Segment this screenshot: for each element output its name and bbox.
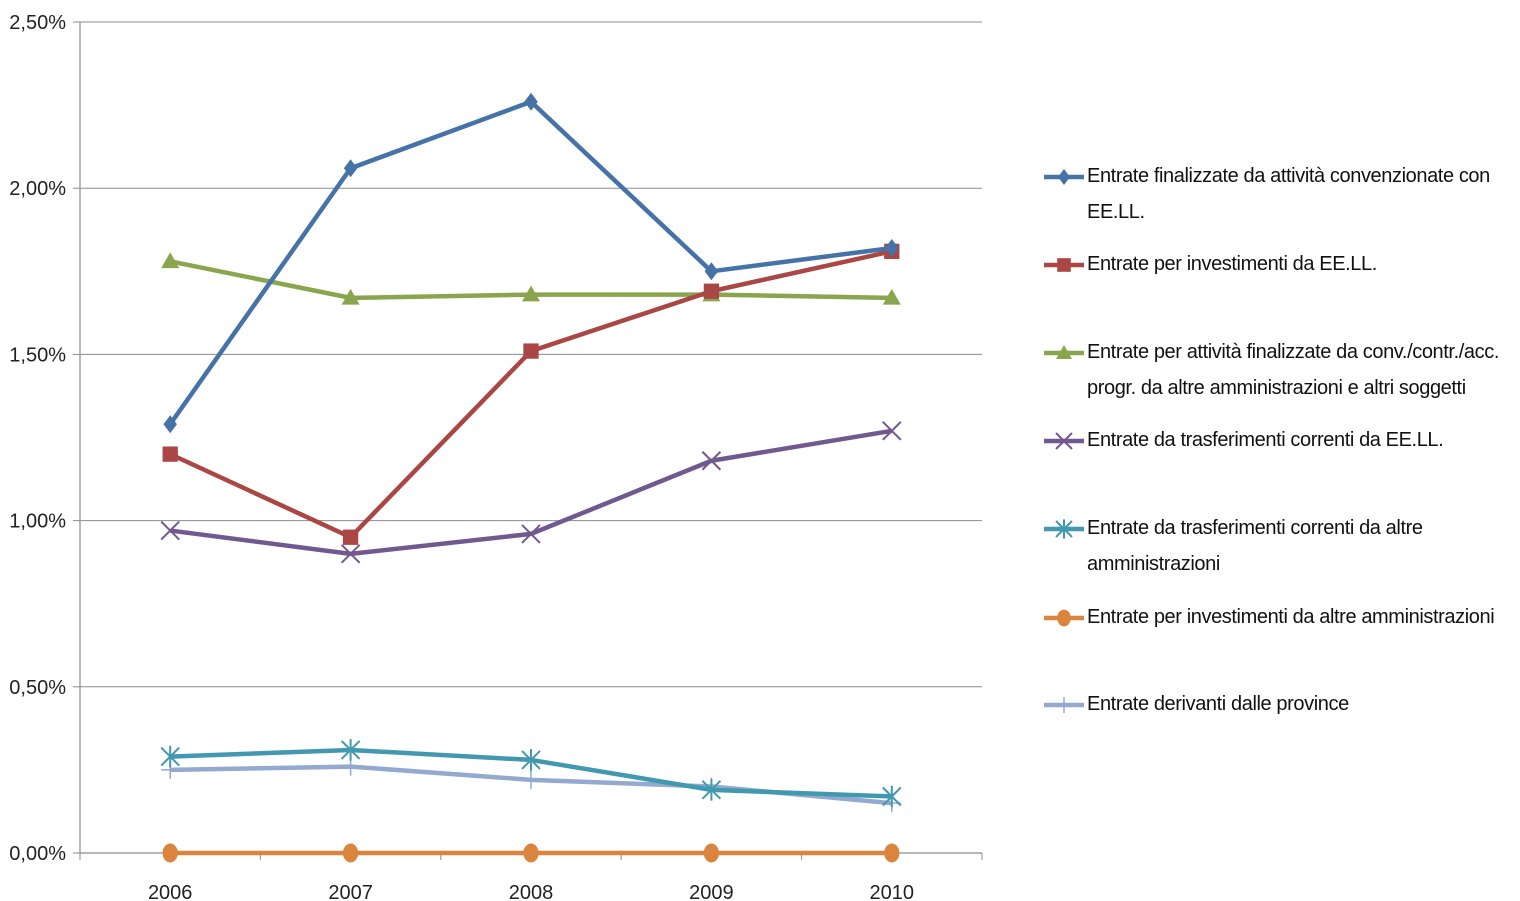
data-point-plus [522, 770, 540, 789]
data-point-diamond [524, 92, 538, 111]
data-point-circle [1057, 609, 1071, 627]
data-point-square [162, 446, 178, 462]
data-point-triangle [522, 285, 540, 302]
data-point-square [342, 529, 359, 545]
legend-item: Entrate per attività finalizzate da conv… [1044, 334, 1517, 406]
data-point-circle [703, 843, 720, 863]
data-point-triangle [1056, 345, 1072, 359]
data-point-star [701, 779, 722, 801]
legend-swatch [1044, 519, 1084, 539]
legend-label: Entrate da trasferimenti correnti da EE.… [1087, 429, 1444, 451]
x-tick-label: 2009 [689, 882, 734, 901]
data-point-x [1055, 432, 1073, 450]
x-tick-label: 2008 [509, 882, 554, 901]
series-1 [163, 92, 899, 434]
data-point-plus [1056, 697, 1072, 713]
y-tick-label: 2,00% [9, 178, 66, 200]
y-tick-label: 2,50% [9, 12, 66, 34]
series-6 [162, 843, 900, 863]
legend-label: Entrate derivanti dalle province [1087, 693, 1349, 715]
legend-swatch [1044, 697, 1084, 713]
axes: 0,00% 0,50% 1,00% 1,50% 2,00% 2,50% 2006 2007 20… [9, 12, 983, 901]
legend-item: Entrate derivanti dalle province [1044, 686, 1517, 722]
legend-item: Entrate finalizzate da attività convenzi… [1044, 158, 1517, 230]
series-4 [160, 421, 902, 564]
data-point-circle [342, 843, 359, 863]
legend-swatch [1044, 258, 1084, 272]
legend-item: Entrate da trasferimenti correnti da EE.… [1044, 422, 1517, 458]
series-line [168, 99, 893, 426]
legend-label: Entrate per investimenti da EE.LL. [1087, 253, 1377, 275]
x-tick-label: 2010 [870, 882, 915, 901]
legend: Entrate finalizzate da attività convenzi… [1044, 0, 1520, 901]
y-tick-label: 0,00% [9, 843, 66, 865]
legend-item: Entrate per investimenti da EE.LL. [1044, 246, 1517, 282]
data-point-diamond [704, 262, 719, 281]
legend-swatch [1044, 432, 1084, 450]
data-point-x [521, 524, 541, 544]
legend-swatch [1044, 609, 1084, 627]
y-tick-label: 1,00% [9, 511, 66, 533]
legend-item: Entrate da trasferimenti correnti da alt… [1044, 510, 1517, 582]
data-point-diamond [885, 239, 899, 258]
data-point-triangle [882, 288, 901, 305]
data-point-star [340, 739, 361, 761]
data-point-x [340, 544, 361, 564]
legend-label: Entrate da trasferimenti correnti da alt… [1087, 517, 1423, 575]
legend-label: Entrate per attività finalizzate da conv… [1087, 341, 1499, 399]
data-point-star [1055, 519, 1073, 539]
legend-item: Entrate per investimenti da altre ammini… [1044, 599, 1517, 635]
data-point-star [521, 749, 541, 771]
data-point-triangle [341, 288, 360, 305]
series-5 [160, 739, 902, 808]
data-point-circle [523, 843, 539, 863]
data-point-x [882, 421, 902, 441]
data-point-square [703, 283, 720, 299]
data-point-x [701, 451, 722, 471]
legend-swatch [1044, 169, 1084, 185]
data-point-star [160, 745, 180, 768]
y-tick-label: 0,50% [9, 677, 66, 699]
data-point-square [523, 343, 539, 359]
data-point-circle [162, 843, 178, 863]
data-point-x [160, 520, 180, 541]
data-point-diamond [163, 415, 177, 434]
x-tick-label: 2007 [328, 882, 373, 901]
data-point-star [882, 785, 902, 808]
data-point-square [1057, 258, 1071, 272]
data-point-circle [884, 843, 900, 863]
series-2 [162, 243, 900, 545]
x-tick-label: 2006 [148, 882, 193, 901]
legend-swatch [1044, 345, 1084, 359]
data-point-diamond [343, 159, 358, 178]
series-line [169, 428, 893, 557]
data-point-triangle [161, 252, 180, 269]
data-point-diamond [1058, 169, 1070, 185]
legend-label: Entrate finalizzate da attività convenzi… [1087, 165, 1490, 223]
series-group [160, 92, 902, 863]
legend-label: Entrate per investimenti da altre ammini… [1087, 606, 1495, 628]
y-tick-label: 1,50% [9, 344, 66, 366]
